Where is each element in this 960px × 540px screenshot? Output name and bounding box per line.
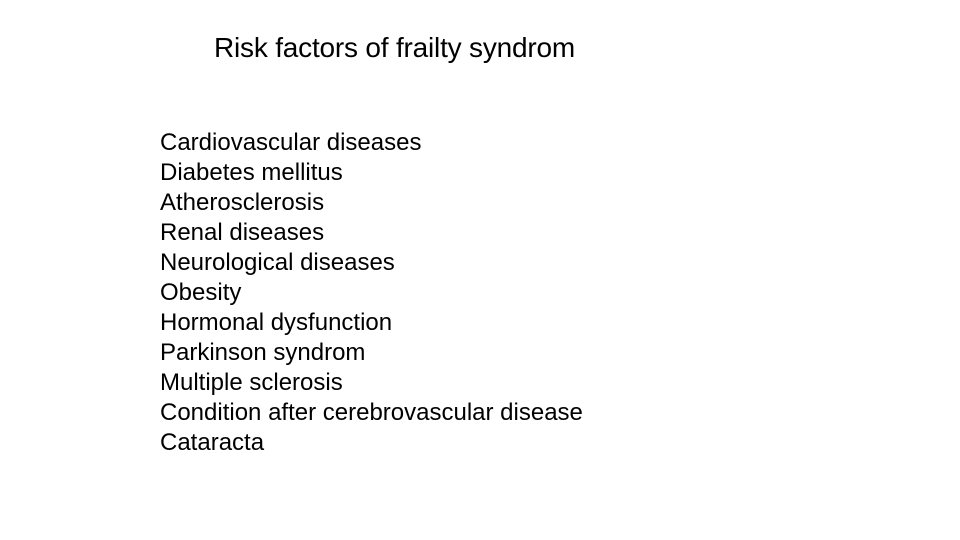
list-item: Condition after cerebrovascular disease [160,398,583,428]
slide-title: Risk factors of frailty syndrom [214,32,575,64]
list-item: Renal diseases [160,218,583,248]
list-item: Atherosclerosis [160,188,583,218]
list-item: Multiple sclerosis [160,368,583,398]
list-item: Parkinson syndrom [160,338,583,368]
list-item: Hormonal dysfunction [160,308,583,338]
slide: Risk factors of frailty syndrom Cardiova… [0,0,960,540]
list-item: Diabetes mellitus [160,158,583,188]
list-item: Cardiovascular diseases [160,128,583,158]
risk-factor-list: Cardiovascular diseases Diabetes mellitu… [160,128,583,458]
list-item: Obesity [160,278,583,308]
list-item: Cataracta [160,428,583,458]
list-item: Neurological diseases [160,248,583,278]
